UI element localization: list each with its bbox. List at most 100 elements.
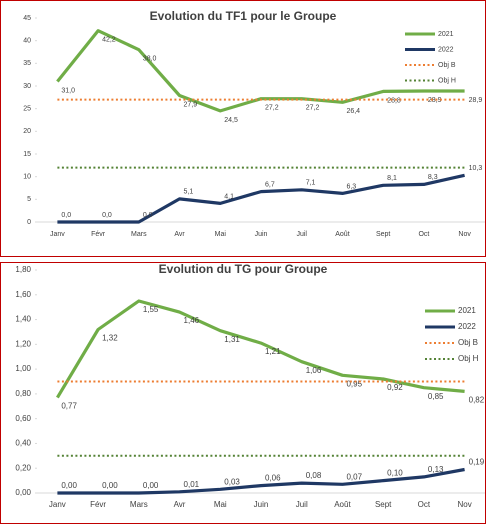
x-tick-label: Nov bbox=[458, 231, 471, 238]
data-label: 24,5 bbox=[224, 117, 238, 124]
y-tick-label: 0 bbox=[27, 219, 31, 226]
data-label: 26,4 bbox=[346, 108, 360, 115]
legend-label: Obj B bbox=[458, 338, 478, 347]
data-label: 0,19 bbox=[469, 458, 485, 467]
x-tick-label: Juil bbox=[296, 231, 307, 238]
data-label: 4,1 bbox=[224, 193, 234, 200]
x-tick-label: Juin bbox=[255, 231, 268, 238]
x-tick-label: Sept bbox=[375, 500, 392, 509]
data-label: 0,01 bbox=[184, 480, 200, 489]
data-label: 1,55 bbox=[143, 305, 159, 314]
data-label: 8,1 bbox=[387, 175, 397, 182]
data-label: 28,9 bbox=[469, 97, 483, 104]
data-label: 0,77 bbox=[61, 402, 77, 411]
data-label: 0,82 bbox=[469, 396, 485, 405]
y-tick-label: 0,00 bbox=[15, 488, 31, 497]
data-label: 1,46 bbox=[184, 316, 200, 325]
data-label: 1,21 bbox=[265, 347, 281, 356]
data-label: 0,03 bbox=[224, 477, 240, 486]
data-label: 0,10 bbox=[387, 469, 403, 478]
x-tick-label: Juin bbox=[254, 500, 269, 509]
data-label: 0,0 bbox=[102, 212, 112, 219]
chart-frame bbox=[0, 0, 486, 257]
y-tick-label: 15 bbox=[23, 151, 31, 158]
y-tick-label: 1,80 bbox=[15, 265, 31, 274]
x-tick-label: Avr bbox=[174, 231, 185, 238]
y-tick-label: 25 bbox=[23, 106, 31, 113]
y-tick-label: 0,20 bbox=[15, 463, 31, 472]
x-tick-label: Avr bbox=[174, 500, 186, 509]
data-label: 28,8 bbox=[387, 97, 401, 104]
legend-label: 2022 bbox=[438, 46, 454, 53]
y-tick-label: 0,40 bbox=[15, 439, 31, 448]
x-tick-label: Juil bbox=[296, 500, 308, 509]
data-label: 0,0 bbox=[61, 212, 71, 219]
y-tick-label: 35 bbox=[23, 60, 31, 67]
x-tick-label: Sept bbox=[376, 231, 390, 238]
y-tick-label: 45 bbox=[23, 15, 31, 22]
legend-label: Obj B bbox=[438, 62, 456, 69]
x-tick-label: Mai bbox=[214, 500, 227, 509]
x-tick-label: Janv bbox=[50, 231, 65, 238]
data-label: 0,06 bbox=[265, 474, 281, 483]
data-label: 27,9 bbox=[184, 101, 198, 108]
x-tick-label: Mars bbox=[130, 500, 148, 509]
y-tick-label: 1,00 bbox=[15, 364, 31, 373]
data-label: 27,2 bbox=[265, 105, 279, 112]
data-label: 1,31 bbox=[224, 335, 240, 344]
data-label: 0,08 bbox=[306, 471, 322, 480]
x-tick-label: Oct bbox=[418, 231, 429, 238]
data-label: 0,13 bbox=[428, 465, 444, 474]
legend-label: Obj H bbox=[458, 354, 479, 363]
data-label: 0,85 bbox=[428, 392, 444, 401]
legend-label: Obj H bbox=[438, 77, 456, 84]
data-label: 0,00 bbox=[143, 481, 159, 490]
data-label: 7,1 bbox=[306, 180, 316, 187]
y-tick-label: 40 bbox=[23, 38, 31, 45]
chart-title: Evolution du TG pour Groupe bbox=[159, 262, 328, 276]
data-label: 42,2 bbox=[102, 37, 116, 44]
data-label: 0,07 bbox=[346, 472, 362, 481]
data-label: 31,0 bbox=[61, 87, 75, 94]
x-tick-label: Août bbox=[334, 500, 351, 509]
data-label: 5,1 bbox=[184, 189, 194, 196]
series-line bbox=[57, 467, 465, 495]
y-tick-label: 1,60 bbox=[15, 290, 31, 299]
data-label: 10,3 bbox=[469, 165, 483, 172]
y-tick-label: 0,80 bbox=[15, 389, 31, 398]
series-line bbox=[57, 173, 465, 224]
data-label: 0,00 bbox=[102, 481, 118, 490]
data-label: 1,06 bbox=[306, 366, 322, 375]
x-tick-label: Oct bbox=[418, 500, 431, 509]
x-tick-label: Févr bbox=[90, 500, 106, 509]
x-tick-label: Mai bbox=[215, 231, 227, 238]
y-tick-label: 30 bbox=[23, 83, 31, 90]
data-label: 38,0 bbox=[143, 56, 157, 63]
data-label: 27,2 bbox=[306, 105, 320, 112]
data-label: 1,32 bbox=[102, 334, 118, 343]
x-tick-label: Nov bbox=[458, 500, 472, 509]
legend-label: 2021 bbox=[438, 31, 454, 38]
data-label: 28,9 bbox=[428, 97, 442, 104]
data-label: 6,7 bbox=[265, 181, 275, 188]
legend-label: 2022 bbox=[458, 322, 476, 331]
x-tick-label: Août bbox=[335, 231, 349, 238]
data-label: 0,0 bbox=[143, 212, 153, 219]
data-label: 6,3 bbox=[346, 183, 356, 190]
data-label: 0,95 bbox=[346, 379, 362, 388]
x-tick-label: Mars bbox=[131, 231, 147, 238]
x-tick-label: Janv bbox=[49, 500, 66, 509]
data-label: 0,92 bbox=[387, 383, 403, 392]
legend-label: 2021 bbox=[458, 306, 476, 315]
y-tick-label: 1,40 bbox=[15, 315, 31, 324]
y-tick-label: 20 bbox=[23, 128, 31, 135]
y-tick-label: 0,60 bbox=[15, 414, 31, 423]
chart-title: Evolution du TF1 pour le Groupe bbox=[150, 9, 337, 23]
y-tick-label: 1,20 bbox=[15, 339, 31, 348]
x-tick-label: Févr bbox=[91, 231, 106, 238]
y-tick-label: 10 bbox=[23, 174, 31, 181]
y-tick-label: 5 bbox=[27, 196, 31, 203]
data-label: 8,3 bbox=[428, 174, 438, 181]
data-label: 0,00 bbox=[61, 481, 77, 490]
